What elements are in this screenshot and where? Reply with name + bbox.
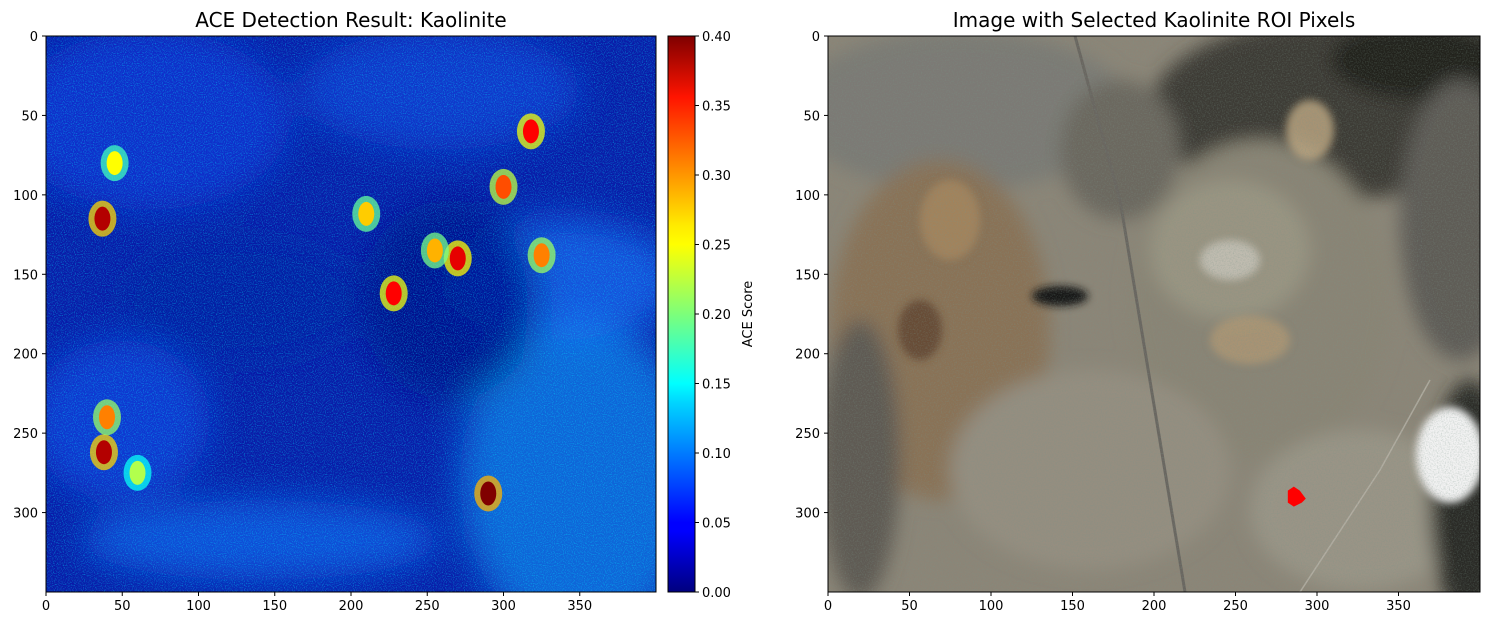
right-y-tick-label: 50 <box>803 109 820 124</box>
left-x-ticks: 0 50 100 150 200 250 300 350 <box>42 592 592 614</box>
colorbar-tick-label: 0.25 <box>702 239 731 254</box>
left-x-tick-label: 200 <box>339 599 364 614</box>
right-x-tick-label: 200 <box>1142 599 1167 614</box>
right-x-ticks: 0 50 100 150 200 250 300 350 <box>824 592 1411 614</box>
right-y-tick-label: 200 <box>795 348 820 363</box>
colorbar-tick-label: 0.00 <box>702 586 731 601</box>
colorbar <box>667 35 696 593</box>
right-x-tick-label: 150 <box>1060 599 1085 614</box>
right-y-tick-label: 150 <box>795 268 820 283</box>
right-x-tick-label: 50 <box>901 599 918 614</box>
left-title: ACE Detection Result: Kaolinite <box>195 8 506 32</box>
right-x-tick-label: 250 <box>1223 599 1248 614</box>
hotspot <box>94 206 111 231</box>
hotspot <box>449 246 466 271</box>
hotspot <box>358 201 375 226</box>
left-y-tick-label: 50 <box>21 109 38 124</box>
hotspot <box>129 460 146 485</box>
hotspots <box>88 113 556 512</box>
right-title: Image with Selected Kaolinite ROI Pixels <box>953 8 1356 32</box>
left-x-tick-label: 150 <box>262 599 287 614</box>
left-y-ticks: 0 50 100 150 200 250 300 <box>13 30 46 522</box>
hotspot <box>495 174 512 199</box>
right-x-tick-label: 350 <box>1386 599 1411 614</box>
hotspot <box>99 405 115 430</box>
left-x-tick-label: 100 <box>186 599 211 614</box>
left-x-tick-label: 250 <box>415 599 440 614</box>
right-y-tick-label: 100 <box>795 189 820 204</box>
colorbar-tick-label: 0.30 <box>702 169 731 184</box>
roi-pixels <box>1287 486 1306 507</box>
left-y-tick-label: 0 <box>30 30 38 45</box>
left-y-tick-label: 150 <box>13 268 38 283</box>
hotspot <box>533 243 550 268</box>
colorbar-tick-label: 0.10 <box>702 447 731 462</box>
colorbar-tick-label: 0.20 <box>702 308 731 323</box>
ace-heatmap <box>46 36 656 592</box>
left-y-tick-label: 100 <box>13 189 38 204</box>
left-y-tick-label: 200 <box>13 348 38 363</box>
image-noise <box>828 36 1480 592</box>
right-y-tick-label: 300 <box>795 507 820 522</box>
left-x-tick-label: 300 <box>491 599 516 614</box>
right-x-tick-label: 100 <box>979 599 1004 614</box>
left-y-tick-label: 300 <box>13 507 38 522</box>
left-y-tick-label: 250 <box>13 427 38 442</box>
colorbar-label: ACE Score <box>741 281 756 348</box>
hotspot <box>426 238 443 263</box>
right-y-tick-label: 250 <box>795 427 820 442</box>
hotspot <box>385 281 402 306</box>
colorbar-tick-label: 0.05 <box>702 517 731 532</box>
colorbar-tick-label: 0.40 <box>702 30 731 45</box>
hotspot <box>106 151 123 176</box>
left-x-tick-label: 350 <box>567 599 592 614</box>
colorbar-tick-label: 0.15 <box>702 378 731 393</box>
hotspot <box>95 440 112 465</box>
left-x-tick-label: 50 <box>114 599 131 614</box>
right-y-tick-label: 0 <box>812 30 820 45</box>
hotspot <box>480 481 497 506</box>
hotspot <box>522 119 539 144</box>
left-x-tick-label: 0 <box>42 599 50 614</box>
rgb-image <box>828 36 1480 592</box>
right-x-tick-label: 300 <box>1305 599 1330 614</box>
colorbar-ticks: 0.00 0.05 0.10 0.15 0.20 0.25 0.30 0.35 0.40 <box>695 30 731 601</box>
right-x-tick-label: 0 <box>824 599 832 614</box>
heatmap-noise <box>46 36 656 592</box>
right-y-ticks: 0 50 100 150 200 250 300 <box>795 30 828 522</box>
colorbar-tick-label: 0.35 <box>702 100 731 115</box>
